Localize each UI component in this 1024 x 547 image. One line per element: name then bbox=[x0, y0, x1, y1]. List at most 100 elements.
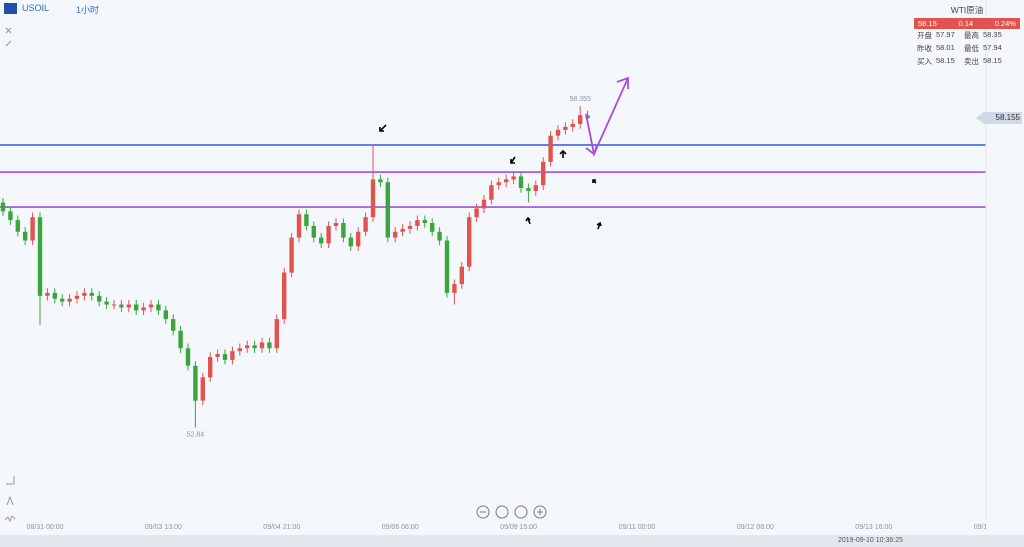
x-tick-label: 09/06 06:00 bbox=[382, 524, 419, 531]
candle-body bbox=[378, 179, 383, 183]
candle-body bbox=[518, 176, 524, 189]
candle-body bbox=[171, 319, 176, 331]
candle-body bbox=[437, 231, 442, 241]
candle-body bbox=[252, 345, 257, 349]
candle-body bbox=[37, 217, 43, 296]
quote-cell: 卖出 bbox=[964, 57, 979, 66]
quote-cell: 买入 bbox=[917, 57, 932, 66]
candle-body bbox=[89, 292, 94, 296]
candle-body bbox=[422, 220, 427, 224]
plot: 58.651957.121955.591954.061952.531708/31… bbox=[0, 86, 1024, 531]
candle-body bbox=[104, 301, 109, 305]
candle-body bbox=[533, 185, 538, 191]
forecast-arrow bbox=[585, 76, 629, 157]
candle-body bbox=[578, 115, 583, 125]
high-label: 58.355 bbox=[569, 96, 591, 103]
candle-body bbox=[45, 292, 50, 296]
candle-body bbox=[237, 348, 242, 352]
candle-body bbox=[333, 223, 339, 226]
x-tick-label: 09/13 16:00 bbox=[855, 524, 892, 531]
candle-body bbox=[400, 228, 405, 232]
quote-row: 开盘 57.97 最高 58.35 bbox=[914, 29, 1020, 42]
candle-body bbox=[385, 182, 390, 238]
candle-body bbox=[289, 237, 294, 273]
quote-cell: 最高 bbox=[964, 31, 979, 40]
candle-body bbox=[163, 310, 168, 320]
candle-body bbox=[548, 135, 553, 162]
candle-body bbox=[222, 354, 228, 360]
candle-body bbox=[141, 307, 146, 311]
candle-body bbox=[326, 225, 331, 244]
current-price-label: 58.155 bbox=[996, 113, 1021, 122]
quote-cell: 58.15 bbox=[983, 56, 1002, 65]
candle-body bbox=[148, 304, 154, 308]
candle-body bbox=[474, 208, 479, 218]
candle-body bbox=[296, 214, 302, 238]
quote-cell: 58.35 bbox=[983, 30, 1002, 39]
candle-body bbox=[60, 298, 65, 302]
candle-body bbox=[134, 304, 139, 311]
candle-body bbox=[126, 304, 131, 308]
candle-body bbox=[341, 223, 346, 238]
candle-body bbox=[311, 225, 316, 238]
candle-body bbox=[30, 217, 35, 241]
candle-body bbox=[348, 237, 353, 247]
candle-body bbox=[541, 161, 546, 186]
quote-panel: WTI原油 58.15 0.14 0.24% 开盘 57.97 最高 58.35 昨收 5… bbox=[914, 2, 1020, 68]
candle-body bbox=[259, 342, 265, 349]
candle-body bbox=[0, 202, 6, 212]
candle-body bbox=[52, 292, 57, 299]
symbol[interactable]: USOIL bbox=[22, 3, 50, 13]
candle-body bbox=[496, 182, 501, 186]
symbol-icon bbox=[4, 3, 17, 14]
candle-body bbox=[467, 217, 472, 267]
candle-body bbox=[67, 298, 72, 302]
candle-body bbox=[370, 179, 376, 218]
candle-body bbox=[563, 126, 568, 130]
x-tick-label: 09/12 08:00 bbox=[737, 524, 774, 531]
quote-change: 0.14 bbox=[958, 19, 974, 28]
candle-body bbox=[393, 231, 398, 238]
candle-body bbox=[15, 220, 20, 232]
candle-body bbox=[208, 356, 213, 378]
candle-body bbox=[8, 211, 13, 221]
candle-body bbox=[185, 348, 191, 366]
left-tools bbox=[4, 27, 16, 523]
candle-body bbox=[119, 304, 124, 308]
x-tick-label: 09/11 00:00 bbox=[619, 524, 656, 531]
x-tick-label: 09/04 21:00 bbox=[263, 524, 300, 531]
candle-body bbox=[274, 319, 279, 349]
quote-cell: 58.15 bbox=[936, 56, 955, 65]
candle-body bbox=[415, 220, 420, 226]
candle-body bbox=[452, 284, 457, 293]
candle-body bbox=[200, 377, 205, 401]
quote-cell: 58.01 bbox=[936, 43, 955, 52]
quote-price: 58.15 bbox=[918, 19, 937, 28]
x-tick-label: 09/09 15:00 bbox=[500, 524, 537, 531]
quote-price-row: 58.15 0.14 0.24% bbox=[914, 18, 1020, 29]
candle-body bbox=[489, 185, 494, 200]
candle-body bbox=[245, 345, 250, 349]
chart: 58.651957.121955.591954.061952.531708/31… bbox=[0, 0, 1024, 531]
candle-body bbox=[555, 129, 561, 136]
candle-body bbox=[178, 330, 183, 349]
quote-cell: 57.97 bbox=[936, 30, 955, 39]
x-tick-label: 09/03 13:00 bbox=[145, 524, 182, 531]
annotation-arrows bbox=[379, 124, 602, 230]
interval[interactable]: 1小时 bbox=[76, 5, 100, 15]
quote-cell: 最低 bbox=[964, 44, 979, 53]
candle-body bbox=[23, 231, 28, 241]
candle-body bbox=[267, 342, 272, 349]
quote-name: WTI原油 bbox=[950, 5, 984, 15]
quote-cell: 昨收 bbox=[917, 44, 932, 53]
quote-row: 昨收 58.01 最低 57.94 bbox=[914, 42, 1020, 55]
current-price-tag bbox=[976, 111, 1022, 124]
candle-body bbox=[304, 214, 309, 226]
candle-body bbox=[156, 304, 161, 311]
quote-rows: 开盘 57.97 最高 58.35 昨收 58.01 最低 57.94 买入 58.15 卖出 58.… bbox=[914, 29, 1020, 68]
quote-cell: 开盘 bbox=[917, 31, 932, 40]
candle-body bbox=[459, 266, 464, 285]
candle-body bbox=[82, 292, 87, 296]
zoom-controls[interactable] bbox=[476, 505, 547, 519]
